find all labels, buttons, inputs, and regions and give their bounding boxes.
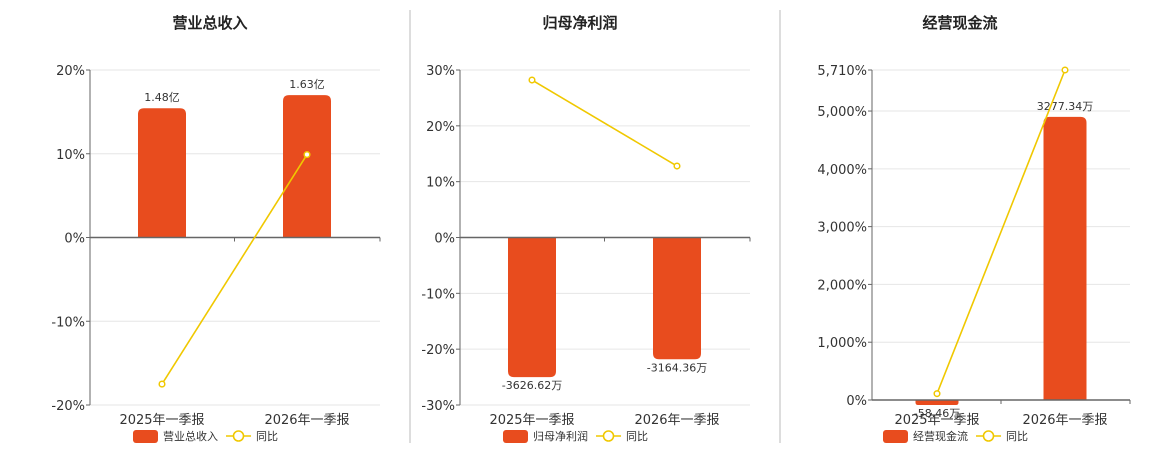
- y-tick-label: -30%: [421, 399, 455, 414]
- bar-1: [138, 108, 186, 238]
- x-category-label: 2025年一季报: [489, 413, 574, 428]
- x-category-label: 2026年一季报: [634, 413, 719, 428]
- bar-data-label: 3277.34万: [1037, 100, 1094, 113]
- y-tick-label: -20%: [51, 399, 85, 414]
- y-tick-label: 5,710%: [817, 64, 867, 79]
- y-tick-label: 0%: [64, 232, 85, 247]
- y-tick-label: 0%: [434, 232, 455, 247]
- yoy-point: [673, 162, 681, 170]
- legend-line-label: 同比: [626, 430, 648, 443]
- yoy-line: [161, 154, 308, 385]
- x-category-label: 2025年一季报: [119, 413, 204, 428]
- bar-data-label: -3164.36万: [647, 361, 707, 374]
- yoy-point: [158, 380, 166, 388]
- legend-bar-swatch: [503, 430, 528, 443]
- legend-bar-label: 营业总收入: [163, 429, 218, 443]
- bar-data-label: -58.46万: [914, 407, 960, 420]
- legend-line-marker: [982, 430, 995, 442]
- bar-1: [915, 400, 959, 406]
- y-tick-label: 1,000%: [817, 336, 867, 351]
- y-tick-label: -20%: [421, 343, 455, 358]
- yoy-point: [933, 390, 941, 398]
- y-tick-label: 20%: [426, 120, 455, 135]
- chart-title: 经营现金流: [922, 14, 997, 32]
- y-tick-label: 0%: [846, 394, 867, 409]
- yoy-point: [528, 76, 536, 84]
- y-tick-label: 5,000%: [817, 105, 867, 120]
- legend-line-label: 同比: [256, 430, 278, 443]
- yoy-point: [1061, 66, 1069, 74]
- chart-title: 营业总收入: [172, 14, 247, 32]
- bar-data-label: -3626.62万: [502, 379, 562, 392]
- y-tick-label: 4,000%: [817, 163, 867, 178]
- y-tick-label: -10%: [51, 315, 85, 330]
- legend-bar-label: 归母净利润: [533, 429, 588, 443]
- y-tick-label: 3,000%: [817, 221, 867, 236]
- x-category-label: 2025年一季报: [894, 413, 979, 428]
- chart-title: 归母净利润: [542, 14, 617, 32]
- bar-2: [653, 237, 701, 360]
- y-tick-label: 2,000%: [817, 278, 867, 293]
- legend-line-marker: [602, 430, 615, 442]
- legend-line-marker: [232, 430, 245, 442]
- x-category-label: 2026年一季报: [1022, 413, 1107, 428]
- chart-panel-3: 经营现金流 0% 1,000% 2,000% 3,000% 4,000% 5,000% 5,7…: [817, 14, 1131, 443]
- yoy-line: [936, 69, 1066, 394]
- yoy-line: [531, 79, 678, 167]
- y-tick-label: -10%: [421, 287, 455, 302]
- legend-bar-swatch: [883, 430, 908, 443]
- y-tick-label: 20%: [56, 64, 85, 79]
- bar-1: [508, 237, 556, 378]
- bar-data-label: 1.48亿: [144, 91, 180, 104]
- bar-2: [1043, 116, 1087, 400]
- legend-bar-label: 经营现金流: [913, 429, 968, 443]
- chart-panel-1: 营业总收入 -20% -10% 0% 10% 20% 1.48亿 1.63亿 2025年一季报 2…: [51, 14, 381, 443]
- legend-line-label: 同比: [1006, 430, 1028, 443]
- y-tick-label: 10%: [56, 148, 85, 163]
- legend-bar-swatch: [133, 430, 158, 443]
- chart-panel-2: 归母净利润 -30% -20% -10% 0% 10% 20% 30% -3626.62万 -31…: [421, 14, 751, 443]
- yoy-point: [303, 151, 311, 159]
- y-tick-label: 30%: [426, 64, 455, 79]
- bar-2: [283, 95, 331, 238]
- x-category-label: 2026年一季报: [264, 413, 349, 428]
- y-tick-label: 10%: [426, 176, 455, 191]
- bar-data-label: 1.63亿: [289, 78, 325, 91]
